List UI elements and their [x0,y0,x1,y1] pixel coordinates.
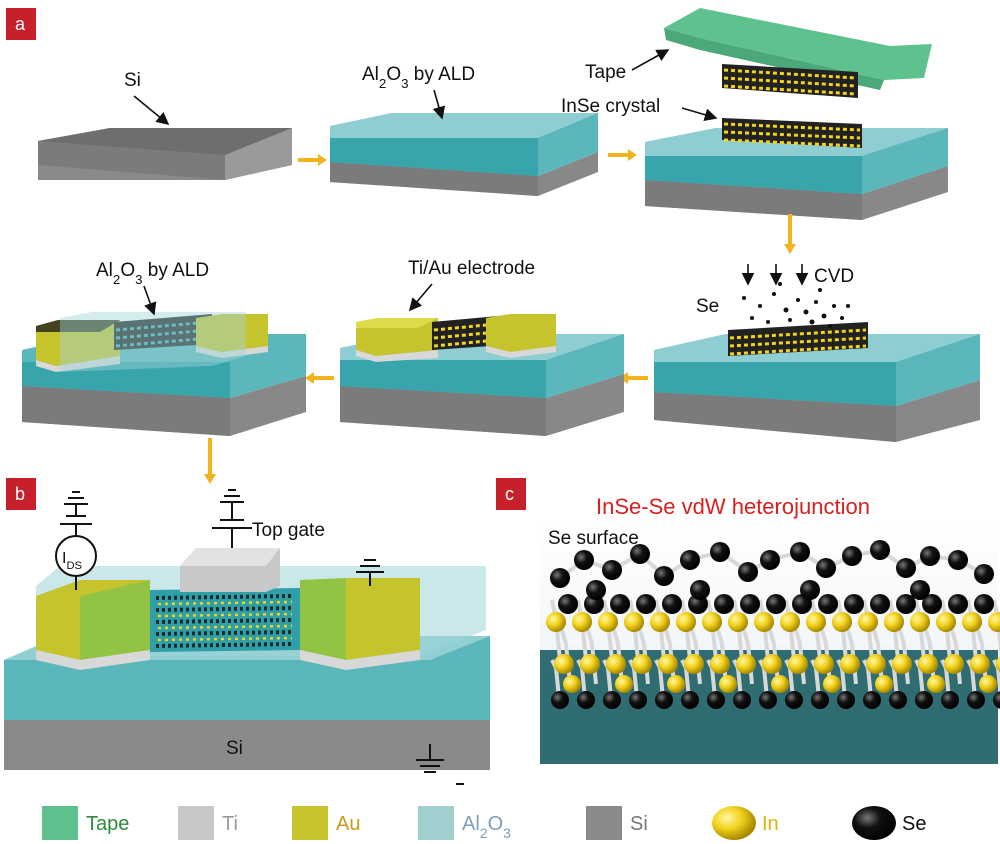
b-drain-ground [356,559,384,586]
step4-cvd-label: CVD [814,266,854,287]
legend-label: Ti [222,813,238,835]
legend-swatch [586,806,622,840]
b-ids-wiring [55,491,97,590]
c-title: InSe-Se vdW heterojunction [596,494,870,519]
panel-c: c InSe-Se vdW heterojunction Se surface [496,478,1000,764]
legend-label: Se [902,813,926,835]
step1-label: Si [124,70,141,91]
step4-se-vapor [742,282,850,328]
arrow-2-3-head [628,149,637,161]
legend-label: In [762,813,779,835]
legend-swatch [852,806,896,840]
panel-a-badge [6,8,36,40]
arrow-6-b-head [204,474,216,484]
step5-pointer [408,283,433,312]
panel-c-letter: c [505,484,514,504]
arrow-3-4-head [784,244,796,254]
legend-swatch [178,806,214,840]
legend-item-ti: Ti [178,806,238,840]
step4-se-label: Se [696,296,719,317]
panel-a-letter: a [15,14,26,34]
step4-deposition-arrows [741,264,809,286]
b-top-gate-label: Top gate [252,520,325,541]
legend-item-si: Si [586,806,648,840]
panel-c-badge [496,478,526,510]
step3-crystal-pointer [681,107,718,121]
c-atomic-structure [546,540,1000,709]
step6-pointer [143,285,157,316]
panel-b: b Top gate [4,478,490,785]
step2-pointer [432,89,446,120]
b-ids-label: IDS [62,550,82,572]
legend-item-se: Se [852,806,926,840]
b-top-gate-wiring [212,489,252,548]
step1-pointer [133,95,170,126]
arrow-5-6-head [305,372,314,384]
step3-crystal-on-tape [722,64,858,98]
step4-crystal [728,322,868,356]
panel-b-badge [6,478,36,510]
step3-tape-label: Tape [585,62,626,83]
step5-label: Ti/Au electrode [408,258,535,279]
step3-tape-pointer [631,49,670,71]
step1-si-slab [38,128,292,180]
c-surface-label: Se surface [548,528,639,549]
step3-substrate [645,128,948,220]
legend-item-au: Au [292,806,360,840]
step5-device [340,314,624,436]
panel-b-letter: b [15,484,25,504]
legend-label: Tape [86,813,129,835]
step2-si-al2o3-slab [330,113,598,196]
step3-crystal-label: InSe crystal [561,96,660,117]
step6-device [22,312,306,436]
step3-crystal [722,118,862,148]
legend-swatch [42,806,78,840]
legend-swatch [292,806,328,840]
legend-swatch [418,806,454,840]
b-si-substrate [4,720,490,770]
legend-item-in: In [712,806,779,840]
arrow-1-2-head [318,154,327,166]
b-substrate-ground [416,744,464,785]
panel-a: a Si Al2O3 by ALD [6,8,980,484]
legend-label: Si [630,813,648,835]
legend-item-al2o3: Al2O3 [418,806,511,841]
legend-item-tape: Tape [42,806,129,840]
step2-label: Al2O3 by ALD [362,64,475,91]
step6-label: Al2O3 by ALD [96,260,209,287]
legend: Tape Ti Au Al2O3 Si In Se [42,806,926,841]
legend-label: Au [336,813,360,835]
b-si-label: Si [226,738,243,759]
legend-swatch [712,806,756,840]
legend-label: Al2O3 [462,813,511,841]
